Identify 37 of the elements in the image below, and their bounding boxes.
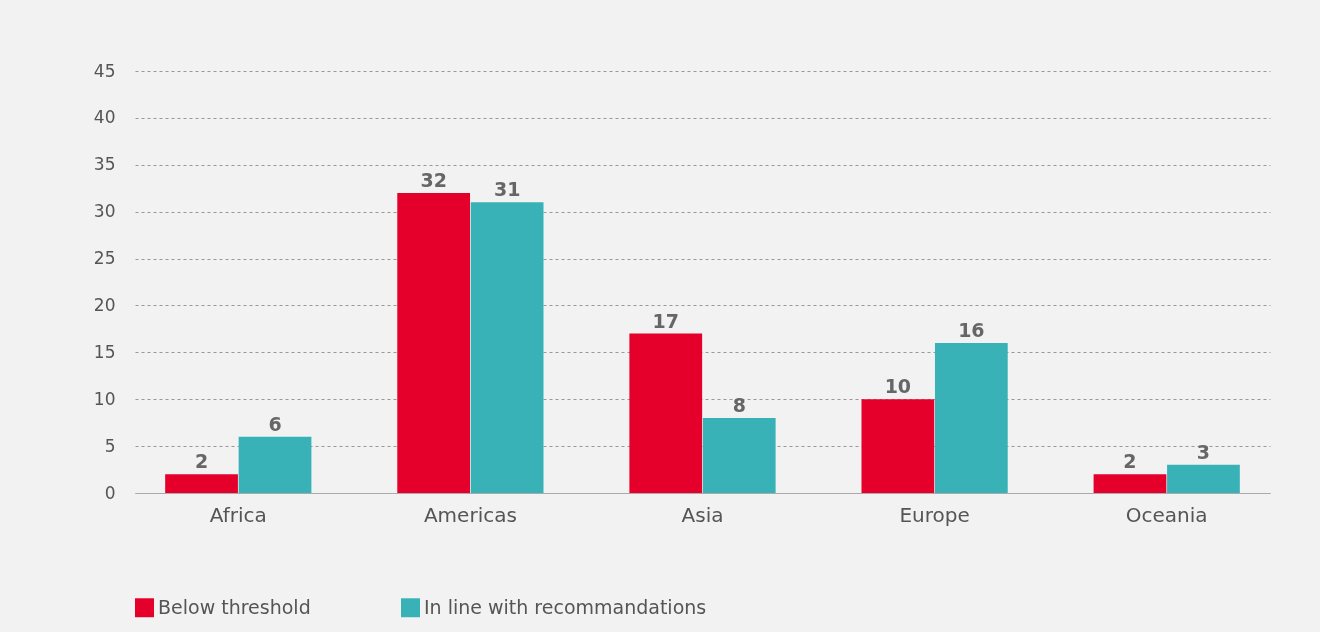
x-tick-label: Oceania [1125, 502, 1208, 527]
data-label: 6 [268, 412, 282, 435]
y-tick-label: 10 [93, 388, 116, 409]
bar [397, 192, 471, 493]
y-tick-label: 40 [93, 107, 116, 128]
data-label: 8 [732, 393, 746, 416]
bar [165, 474, 238, 493]
bar [1167, 464, 1240, 493]
data-label: 10 [884, 375, 912, 398]
x-tick-label: Europe [899, 502, 970, 527]
x-tick-label: Africa [209, 502, 267, 527]
data-label: 31 [493, 178, 521, 201]
data-label: 2 [1123, 450, 1137, 473]
data-label: 16 [958, 318, 985, 341]
y-tick-label: 45 [93, 60, 116, 81]
bar [934, 342, 1008, 493]
y-tick-label: 5 [104, 435, 116, 456]
bar [629, 333, 703, 493]
bar [1093, 474, 1167, 493]
y-tick-label: 30 [93, 201, 116, 222]
y-tick-label: 25 [93, 248, 116, 269]
data-label: 17 [652, 309, 679, 332]
bar [861, 399, 935, 493]
bar [702, 417, 776, 493]
data-label: 3 [1196, 440, 1211, 463]
data-label: 2 [194, 450, 209, 473]
y-tick-label: 35 [93, 154, 116, 175]
y-tick-label: 15 [93, 341, 116, 362]
legend-label: In line with recommandations [424, 595, 707, 618]
y-tick-label: 0 [104, 482, 116, 503]
data-label: 32 [420, 168, 447, 191]
y-tick-label: 20 [93, 294, 116, 315]
bar [238, 436, 312, 493]
x-tick-label: Americas [423, 502, 517, 527]
x-tick-label: Asia [681, 502, 724, 527]
legend-label: Below threshold [158, 595, 311, 618]
bar [470, 202, 544, 493]
